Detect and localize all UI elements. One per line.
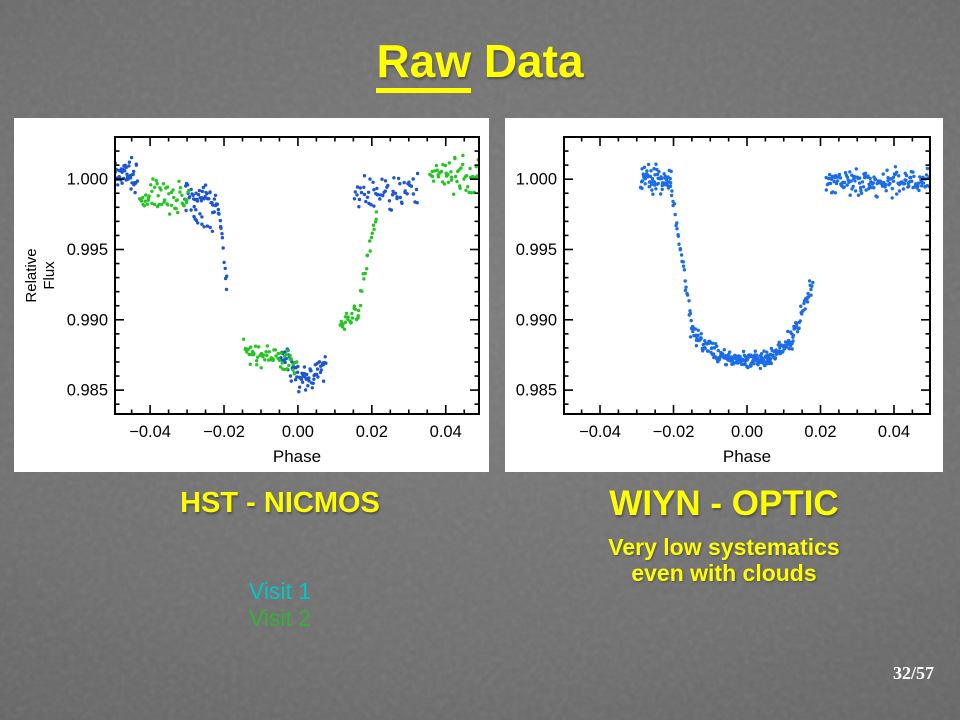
slide-title: Raw Data <box>0 34 960 93</box>
right-chart-panel: −0.04 −0.02 0.00 0.02 0.04 0.985 0.990 0.995 1.0… <box>505 118 943 472</box>
right-chart-subcaption: Very low systematics even with clouds <box>505 534 943 586</box>
visit-legend: Visit 1 Visit 2 <box>40 578 520 632</box>
svg-text:Flux: Flux <box>41 261 58 290</box>
svg-text:0.04: 0.04 <box>430 423 462 441</box>
svg-text:0.985: 0.985 <box>516 382 557 400</box>
left-chart-svg: −0.04 −0.02 0.00 0.02 0.04 0.985 0.990 0.995 1.0… <box>14 118 489 472</box>
svg-text:0.00: 0.00 <box>731 423 763 441</box>
svg-text:Relative: Relative <box>23 248 40 302</box>
svg-text:0.995: 0.995 <box>67 241 108 259</box>
subcaption-line-1: Very low systematics <box>608 534 840 560</box>
svg-text:0.02: 0.02 <box>356 423 388 441</box>
svg-text:Phase: Phase <box>723 447 771 466</box>
svg-text:0.990: 0.990 <box>67 311 108 329</box>
title-rest-word: Data <box>471 35 584 87</box>
svg-text:−0.02: −0.02 <box>653 423 695 441</box>
legend-visit1-label: Visit 1 <box>248 578 312 604</box>
svg-text:0.02: 0.02 <box>804 423 836 441</box>
right-chart-svg: −0.04 −0.02 0.00 0.02 0.04 0.985 0.990 0.995 1.0… <box>505 118 943 472</box>
svg-text:1.000: 1.000 <box>516 171 557 189</box>
svg-text:0.990: 0.990 <box>516 311 557 329</box>
page-number: 32/57 <box>892 663 934 683</box>
svg-text:−0.04: −0.04 <box>579 423 621 441</box>
svg-text:−0.04: −0.04 <box>129 423 171 441</box>
subcaption-line-2: even with clouds <box>631 560 817 586</box>
svg-text:0.985: 0.985 <box>67 382 108 400</box>
left-chart-caption: HST - NICMOS <box>180 487 380 519</box>
svg-text:0.995: 0.995 <box>516 241 557 259</box>
svg-text:0.00: 0.00 <box>282 423 314 441</box>
svg-text:1.000: 1.000 <box>67 171 108 189</box>
legend-visit2-label: Visit 2 <box>248 605 312 631</box>
svg-text:Phase: Phase <box>273 447 321 466</box>
svg-text:0.04: 0.04 <box>878 423 910 441</box>
svg-text:−0.02: −0.02 <box>203 423 245 441</box>
right-chart-caption: WIYN - OPTIC <box>609 484 839 523</box>
left-chart-panel: −0.04 −0.02 0.00 0.02 0.04 0.985 0.990 0.995 1.0… <box>14 118 489 472</box>
title-underlined-word: Raw <box>376 35 472 93</box>
